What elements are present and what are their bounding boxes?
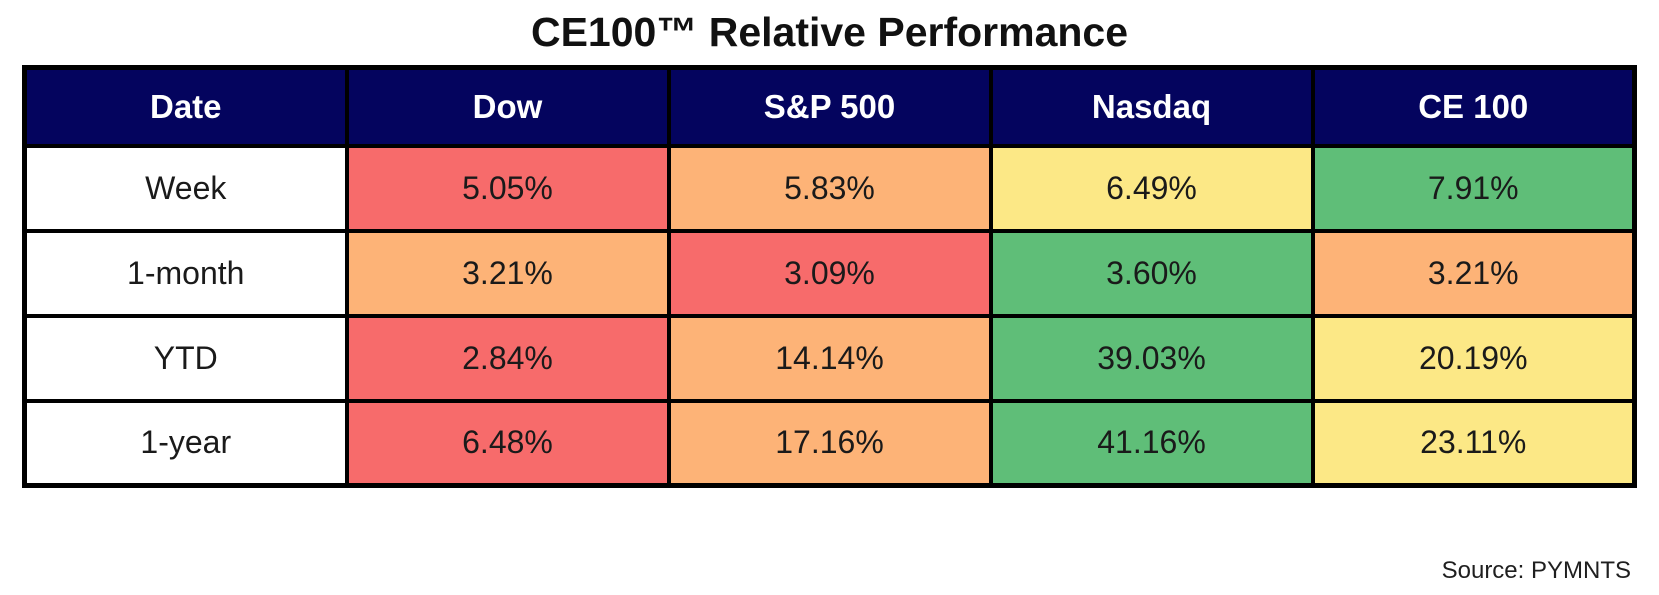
value-cell: 41.16% [988,398,1315,488]
row-label: YTD [22,313,349,403]
table-row: Week 5.05% 5.83% 6.49% 7.91% [22,143,1637,233]
row-label: Week [22,143,349,233]
source-note: Source: PYMNTS [1441,557,1631,584]
value-cell: 3.60% [988,228,1315,318]
value-cell: 6.49% [988,143,1315,233]
header-cell-sp500: S&P 500 [666,65,993,148]
value-cell: 6.48% [344,398,671,488]
table-header: Date Dow S&P 500 Nasdaq CE 100 [22,65,1637,148]
value-cell: 17.16% [666,398,993,488]
header-row: Date Dow S&P 500 Nasdaq CE 100 [22,65,1637,148]
performance-table: Date Dow S&P 500 Nasdaq CE 100 Week 5.05%… [22,65,1637,488]
value-cell: 2.84% [344,313,671,403]
header-cell-dow: Dow [344,65,671,148]
value-cell: 20.19% [1310,313,1637,403]
table-body: Week 5.05% 5.83% 6.49% 7.91% 1-month 3.21% 3.09… [22,143,1637,488]
value-cell: 23.11% [1310,398,1637,488]
value-cell: 3.21% [344,228,671,318]
value-cell: 3.21% [1310,228,1637,318]
header-cell-ce100: CE 100 [1310,65,1637,148]
value-cell: 39.03% [988,313,1315,403]
value-cell: 3.09% [666,228,993,318]
table-row: YTD 2.84% 14.14% 39.03% 20.19% [22,313,1637,403]
table-row: 1-month 3.21% 3.09% 3.60% 3.21% [22,228,1637,318]
row-label: 1-month [22,228,349,318]
value-cell: 14.14% [666,313,993,403]
row-label: 1-year [22,398,349,488]
header-cell-nasdaq: Nasdaq [988,65,1315,148]
value-cell: 5.05% [344,143,671,233]
header-cell-date: Date [22,65,349,148]
value-cell: 5.83% [666,143,993,233]
value-cell: 7.91% [1310,143,1637,233]
table-row: 1-year 6.48% 17.16% 41.16% 23.11% [22,398,1637,488]
page-title: CE100™ Relative Performance [530,9,1129,55]
